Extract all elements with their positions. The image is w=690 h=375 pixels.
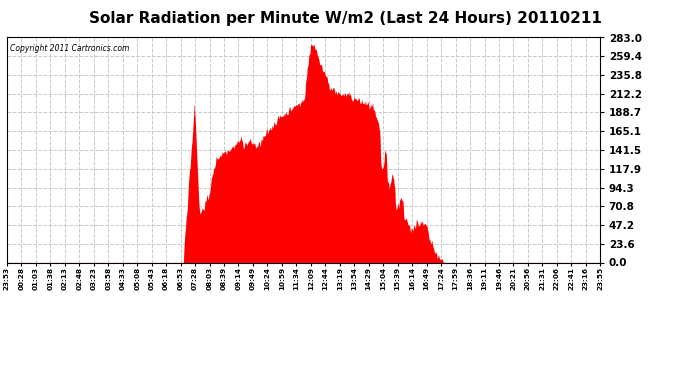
Text: Solar Radiation per Minute W/m2 (Last 24 Hours) 20110211: Solar Radiation per Minute W/m2 (Last 24… [88,11,602,26]
Text: Copyright 2011 Cartronics.com: Copyright 2011 Cartronics.com [10,44,129,53]
